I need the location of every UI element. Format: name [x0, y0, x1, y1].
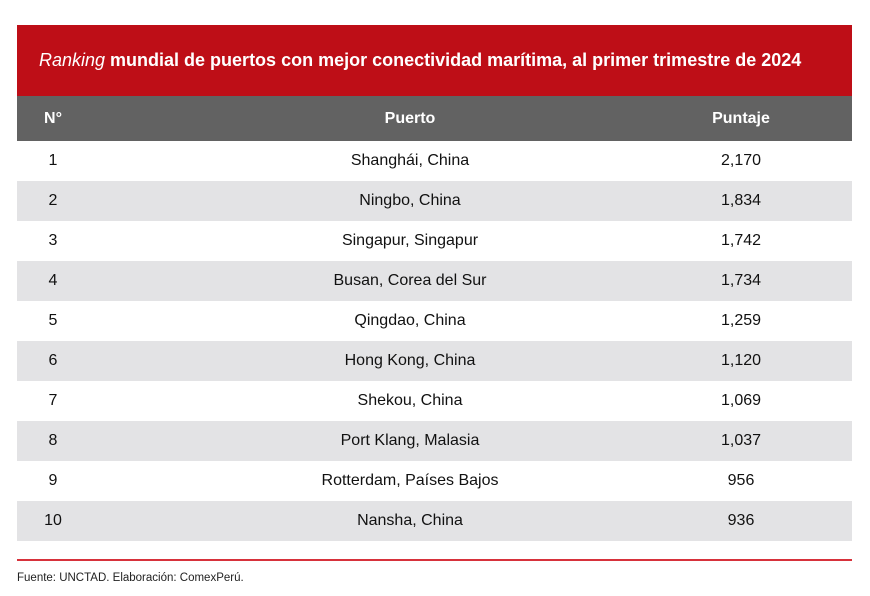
- rank-cell: 8: [48, 432, 58, 449]
- score-cell: 1,742: [720, 232, 762, 249]
- header-rank: N°: [44, 109, 62, 127]
- port-cell: Port Klang, Malasia: [340, 432, 480, 449]
- table-row: 1 Shanghái, China 2,170: [17, 141, 852, 181]
- rank-cell: 6: [48, 352, 58, 369]
- port-cell: Busan, Corea del Sur: [333, 272, 487, 289]
- table-row: 4 Busan, Corea del Sur 1,734: [17, 261, 852, 301]
- score-cell: 1,734: [720, 272, 762, 289]
- rank-cell: 7: [48, 392, 58, 409]
- rank-cell: 5: [48, 312, 58, 329]
- table-row: 2 Ningbo, China 1,834: [17, 181, 852, 221]
- score-cell: 936: [727, 512, 755, 529]
- port-cell: Shekou, China: [357, 392, 463, 409]
- score-cell: 1,834: [720, 192, 762, 209]
- port-cell: Rotterdam, Países Bajos: [321, 472, 499, 489]
- score-cell: 1,120: [720, 352, 762, 369]
- header-port: Puerto: [384, 109, 436, 127]
- title-text: mundial de puertos con mejor conectivida…: [110, 50, 802, 70]
- source-note: Fuente: UNCTAD. Elaboración: ComexPerú.: [17, 572, 244, 584]
- table-header: N° Puerto Puntaje: [17, 96, 852, 141]
- table-row: 3 Singapur, Singapur 1,742: [17, 221, 852, 261]
- score-cell: 1,069: [720, 392, 762, 409]
- divider-line: [17, 559, 852, 561]
- table-row: 9 Rotterdam, Países Bajos 956: [17, 461, 852, 501]
- port-cell: Singapur, Singapur: [341, 232, 479, 249]
- score-cell: 1,259: [720, 312, 762, 329]
- table-row: 6 Hong Kong, China 1,120: [17, 341, 852, 381]
- rank-cell: 3: [48, 232, 58, 249]
- header-score: Puntaje: [712, 109, 770, 127]
- score-cell: 2,170: [720, 152, 762, 169]
- rank-cell: 4: [48, 272, 58, 289]
- port-cell: Ningbo, China: [359, 192, 461, 209]
- score-cell: 956: [727, 472, 755, 489]
- title-italic: Ranking: [39, 50, 106, 70]
- rank-cell: 2: [48, 192, 58, 209]
- rank-cell: 10: [44, 512, 62, 529]
- table-title: Ranking mundial de puertos con mejor con…: [17, 25, 852, 96]
- table-row: 5 Qingdao, China 1,259: [17, 301, 852, 341]
- port-cell: Hong Kong, China: [344, 352, 476, 369]
- port-cell: Shanghái, China: [350, 152, 470, 169]
- score-cell: 1,037: [720, 432, 762, 449]
- port-cell: Qingdao, China: [354, 312, 466, 329]
- table-row: 10 Nansha, China 936: [17, 501, 852, 541]
- rank-cell: 1: [48, 152, 58, 169]
- table-row: 8 Port Klang, Malasia 1,037: [17, 421, 852, 461]
- port-cell: Nansha, China: [357, 512, 463, 529]
- rank-cell: 9: [48, 472, 58, 489]
- table-row: 7 Shekou, China 1,069: [17, 381, 852, 421]
